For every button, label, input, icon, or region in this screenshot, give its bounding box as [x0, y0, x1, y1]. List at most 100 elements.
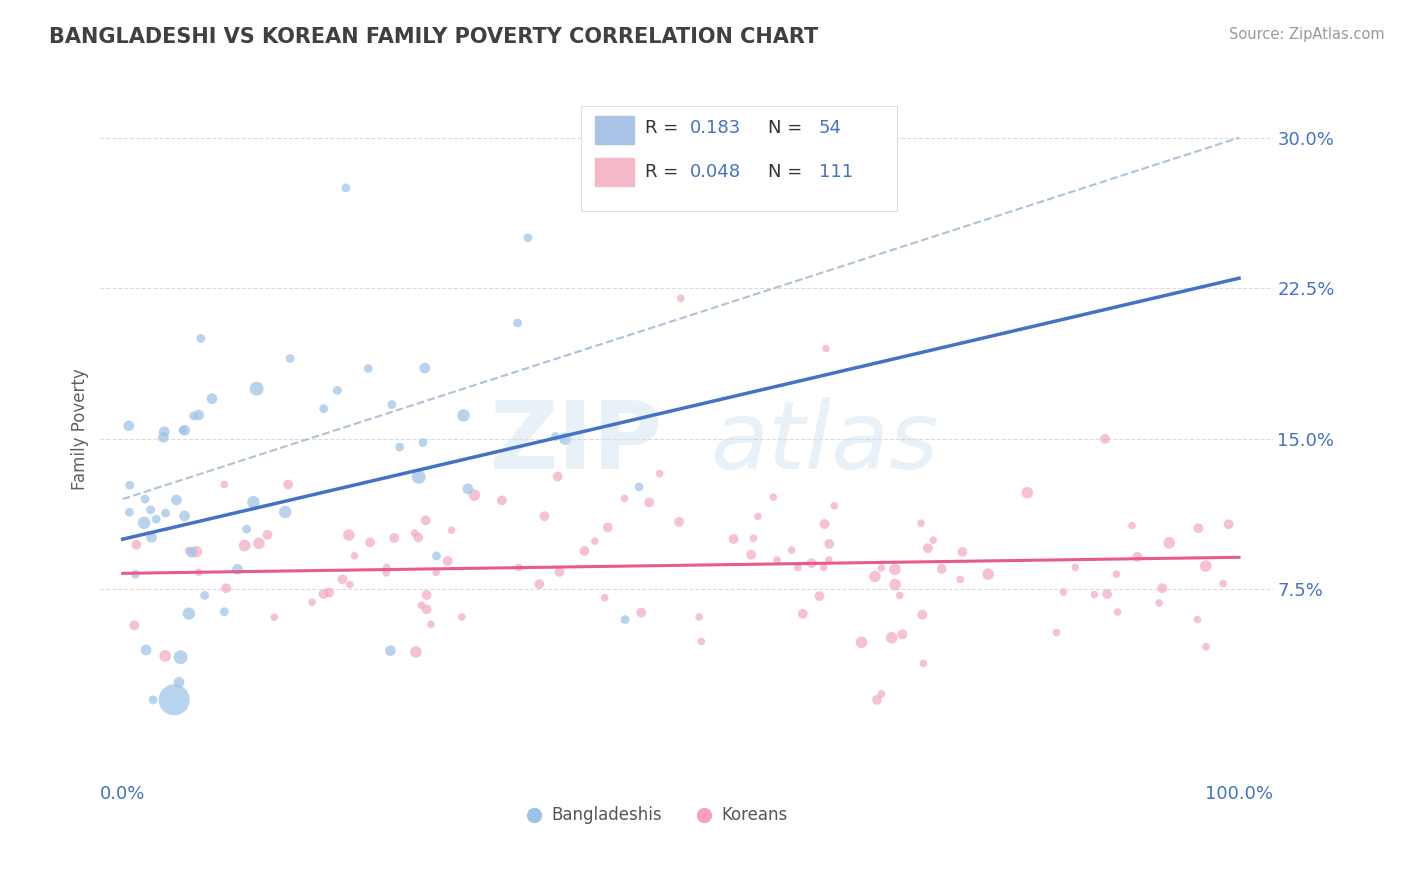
Point: [648, 467, 671, 481]
Point: [688, 610, 710, 624]
Point: [889, 589, 911, 603]
Point: [256, 528, 278, 542]
Point: [440, 523, 463, 537]
Point: [326, 384, 349, 398]
Point: [690, 634, 713, 648]
Point: [173, 508, 195, 523]
Point: [124, 618, 146, 632]
Point: [922, 533, 945, 548]
Point: [335, 181, 357, 195]
Point: [596, 520, 619, 534]
Point: [463, 488, 485, 502]
Point: [375, 560, 398, 574]
FancyBboxPatch shape: [595, 158, 634, 186]
Point: [412, 435, 434, 450]
Point: [1094, 432, 1116, 446]
Point: [491, 493, 513, 508]
Point: [214, 477, 236, 491]
Point: [780, 543, 803, 558]
Point: [235, 522, 257, 536]
Point: [404, 526, 426, 541]
Text: N =: N =: [769, 163, 808, 181]
Point: [630, 606, 652, 620]
Point: [450, 610, 472, 624]
Point: [1126, 549, 1149, 564]
Point: [339, 577, 361, 591]
Point: [817, 553, 839, 567]
Point: [547, 469, 569, 483]
Text: atlas: atlas: [710, 397, 938, 488]
Text: BANGLADESHI VS KOREAN FAMILY POVERTY CORRELATION CHART: BANGLADESHI VS KOREAN FAMILY POVERTY COR…: [49, 27, 818, 46]
Point: [408, 531, 430, 545]
Text: Bangladeshis: Bangladeshis: [551, 806, 662, 824]
Point: [415, 602, 437, 616]
Point: [529, 577, 551, 591]
Point: [152, 430, 174, 444]
Point: [139, 503, 162, 517]
Point: [194, 588, 217, 602]
Point: [814, 342, 837, 356]
Point: [1212, 576, 1234, 591]
Point: [1218, 517, 1240, 532]
Point: [190, 331, 212, 345]
Point: [792, 607, 814, 621]
Text: Koreans: Koreans: [721, 806, 787, 824]
Text: 54: 54: [818, 119, 842, 137]
Point: [420, 617, 443, 632]
Point: [883, 562, 905, 576]
Point: [813, 560, 835, 574]
Point: [212, 605, 235, 619]
Point: [134, 491, 156, 506]
Point: [583, 534, 606, 549]
Text: R =: R =: [645, 163, 685, 181]
Point: [337, 528, 360, 542]
Point: [118, 418, 141, 433]
Point: [278, 351, 301, 366]
Point: [457, 482, 479, 496]
Point: [187, 408, 209, 422]
Point: [952, 545, 974, 559]
Point: [1147, 596, 1170, 610]
Point: [343, 549, 366, 563]
Point: [332, 572, 354, 586]
Point: [870, 687, 893, 701]
Point: [408, 470, 430, 484]
Point: [242, 495, 264, 509]
Point: [1083, 588, 1105, 602]
Point: [153, 648, 176, 663]
Point: [141, 530, 163, 544]
Point: [574, 544, 596, 558]
Point: [277, 477, 299, 491]
Point: [628, 480, 651, 494]
Point: [506, 316, 529, 330]
Point: [425, 549, 447, 563]
Point: [912, 657, 935, 671]
Point: [593, 591, 616, 605]
Point: [931, 562, 953, 576]
Point: [1152, 581, 1174, 595]
Point: [118, 478, 141, 492]
Point: [263, 610, 285, 624]
Point: [186, 544, 208, 558]
Point: [1159, 536, 1181, 550]
Point: [132, 516, 155, 530]
Point: [167, 675, 190, 690]
Point: [165, 493, 187, 508]
Point: [153, 425, 176, 439]
Point: [201, 392, 224, 406]
Point: [851, 635, 873, 649]
Point: [381, 398, 404, 412]
Point: [135, 643, 157, 657]
Point: [180, 545, 202, 559]
Point: [301, 595, 323, 609]
Point: [669, 291, 692, 305]
Point: [274, 505, 297, 519]
Text: 0.183: 0.183: [690, 119, 741, 137]
Point: [187, 566, 209, 580]
Point: [823, 499, 845, 513]
Point: [125, 538, 148, 552]
Text: ZIP: ZIP: [491, 397, 664, 489]
Point: [1107, 605, 1129, 619]
Point: [169, 650, 191, 665]
Point: [1064, 560, 1087, 574]
